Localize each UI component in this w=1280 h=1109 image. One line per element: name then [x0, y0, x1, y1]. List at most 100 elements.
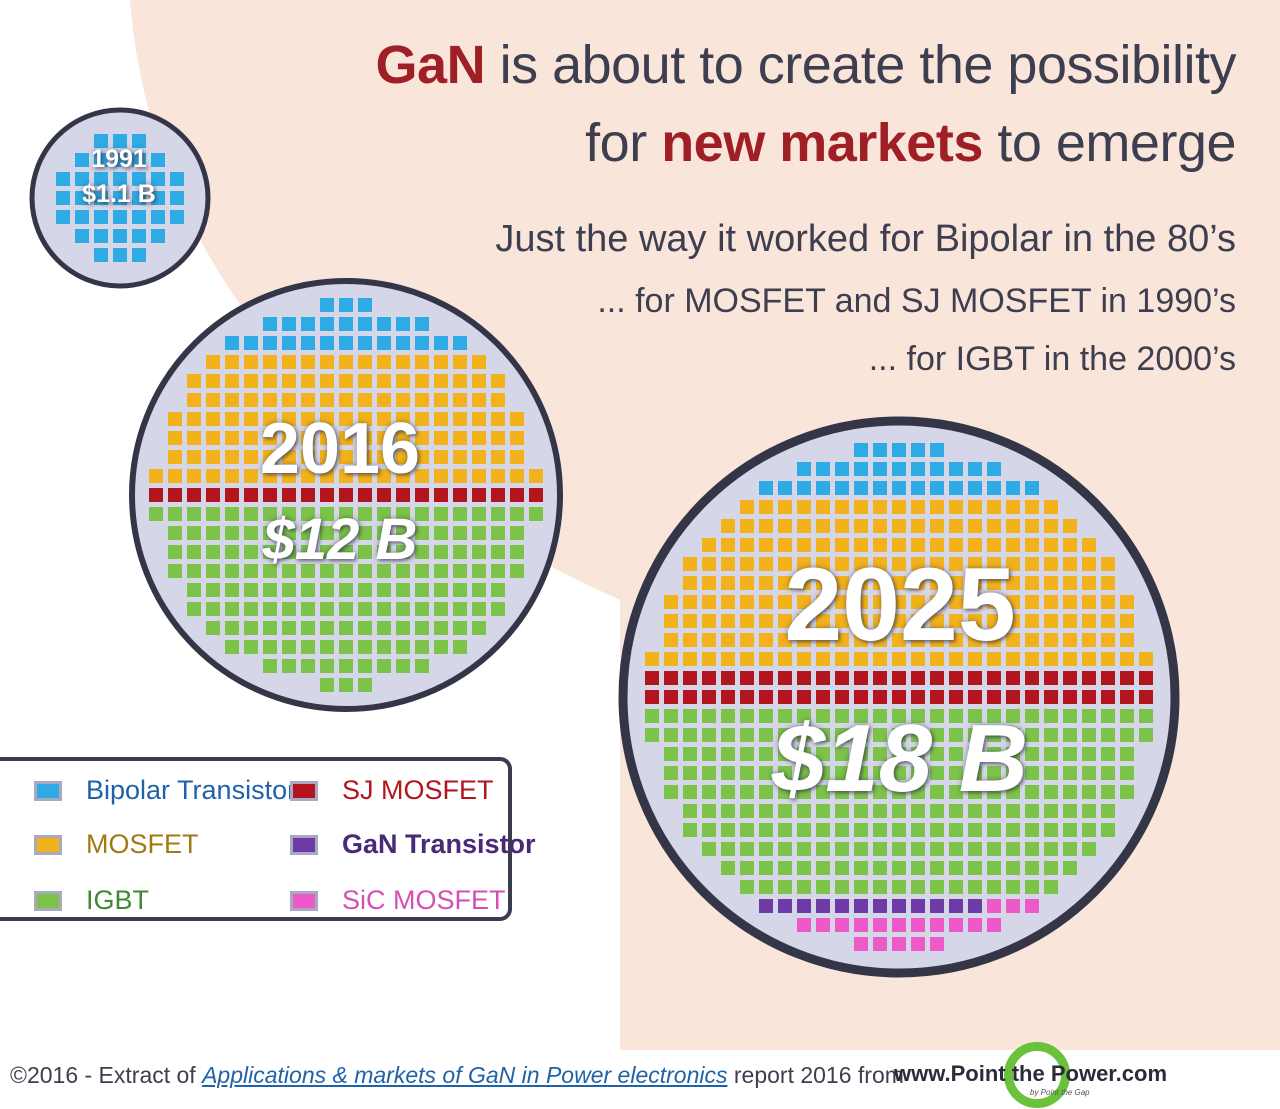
wafer-chip — [1006, 519, 1020, 533]
wafer-chip — [892, 557, 906, 571]
wafer-chip — [453, 469, 467, 483]
wafer-chip — [56, 210, 70, 224]
wafer-chip — [1101, 671, 1115, 685]
legend-label-gan: GaN Transistor — [342, 829, 536, 859]
wafer-chip — [759, 899, 773, 913]
wafer-chip — [453, 488, 467, 502]
wafer-chip — [1006, 671, 1020, 685]
wafer-chip — [1063, 595, 1077, 609]
wafer-chip — [434, 450, 448, 464]
wafer-chip — [225, 374, 239, 388]
wafer-chip — [835, 766, 849, 780]
wafer-chip — [854, 918, 868, 932]
wafer-chip — [683, 633, 697, 647]
wafer-chip — [282, 545, 296, 559]
wafer-chip — [263, 526, 277, 540]
wafer-chip — [377, 412, 391, 426]
wafer-chip — [702, 766, 716, 780]
wafer-chip — [415, 640, 429, 654]
wafer-chip — [721, 861, 735, 875]
wafer-chip — [759, 519, 773, 533]
wafer-chip — [759, 861, 773, 875]
wafer-chip — [320, 678, 334, 692]
wafer-chip — [1006, 595, 1020, 609]
wafer-chip — [816, 538, 830, 552]
wafer-chip — [740, 576, 754, 590]
brand-url[interactable]: www.Point the Power.com — [894, 1061, 1168, 1086]
wafer-chip — [320, 488, 334, 502]
wafer-chip — [510, 488, 524, 502]
wafer-chip — [892, 937, 906, 951]
wafer-chip — [187, 602, 201, 616]
wafer-chip — [911, 519, 925, 533]
wafer-chip — [1101, 557, 1115, 571]
wafer-chip — [835, 747, 849, 761]
wafer-chip — [1025, 519, 1039, 533]
wafer-chip — [301, 450, 315, 464]
wafer-chip — [911, 690, 925, 704]
wafer-chip — [702, 747, 716, 761]
wafer-chip — [434, 621, 448, 635]
wafer-chip — [702, 823, 716, 837]
wafer-chip — [320, 469, 334, 483]
wafer-chip — [415, 317, 429, 331]
wafer-chip — [282, 526, 296, 540]
wafer-chip — [854, 785, 868, 799]
wafer-chip — [797, 823, 811, 837]
wafer-chip — [491, 488, 505, 502]
wafer-chip — [472, 431, 486, 445]
wafer-chip — [187, 583, 201, 597]
wafer-chip — [1139, 671, 1153, 685]
wafer-chip — [930, 633, 944, 647]
wafer-chip — [816, 728, 830, 742]
wafer-chip — [1006, 652, 1020, 666]
wafer-chip — [1006, 747, 1020, 761]
wafer-chip — [301, 659, 315, 673]
wafer-chip — [721, 690, 735, 704]
wafer-chip — [244, 488, 258, 502]
wafer-chip — [206, 469, 220, 483]
wafer-chip — [1025, 690, 1039, 704]
wafer-chip — [396, 545, 410, 559]
wafer-chip — [873, 747, 887, 761]
wafer-chip — [664, 747, 678, 761]
wafer-chip — [168, 488, 182, 502]
wafer-chip — [797, 899, 811, 913]
wafer-chip — [911, 652, 925, 666]
wafer-chip — [434, 545, 448, 559]
wafer-chip — [1025, 747, 1039, 761]
wafer-chip — [339, 298, 353, 312]
wafer-chip — [1120, 728, 1134, 742]
wafer-chip — [987, 728, 1001, 742]
wafer-chip — [1025, 842, 1039, 856]
wafer-chip — [415, 507, 429, 521]
footer-report-link[interactable]: Applications & markets of GaN in Power e… — [202, 1062, 728, 1088]
wafer-chip — [94, 229, 108, 243]
wafer-chip — [434, 488, 448, 502]
wafer-chip — [683, 823, 697, 837]
wafer-chip — [339, 564, 353, 578]
wafer-chip — [491, 602, 505, 616]
wafer-chip — [930, 804, 944, 818]
wafer-chip — [949, 918, 963, 932]
wafer-chip — [759, 709, 773, 723]
wafer-chip — [835, 728, 849, 742]
wafer-chip — [396, 393, 410, 407]
wafer-chip — [987, 785, 1001, 799]
wafer-chip — [816, 671, 830, 685]
wafer-chip — [930, 500, 944, 514]
wafer-chip — [225, 564, 239, 578]
wafer-chip — [1063, 557, 1077, 571]
wafer-chip — [339, 526, 353, 540]
wafer-chip — [206, 564, 220, 578]
wafer-chip — [1044, 861, 1058, 875]
wafer-chip — [339, 317, 353, 331]
wafer-chip — [816, 519, 830, 533]
wafer-2025-value: $18 B — [771, 705, 1029, 812]
wafer-chip — [377, 431, 391, 445]
wafer-chip — [759, 481, 773, 495]
wafer-chip — [282, 393, 296, 407]
wafer-chip — [930, 937, 944, 951]
wafer-chip — [396, 659, 410, 673]
wafer-chip — [453, 621, 467, 635]
